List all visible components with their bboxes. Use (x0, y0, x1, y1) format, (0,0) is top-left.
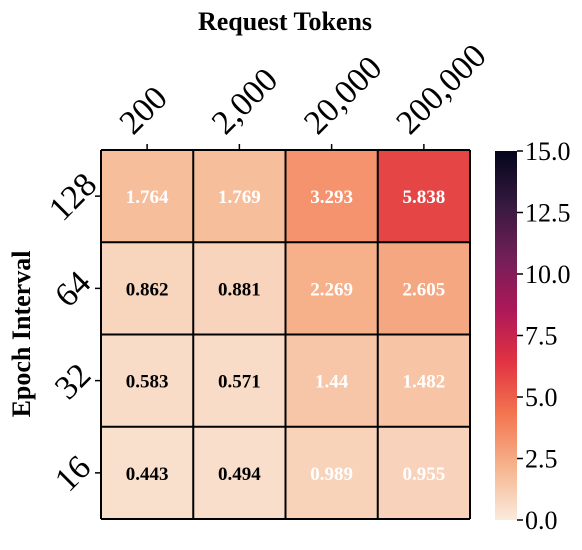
heatmap-cell (377, 426, 470, 519)
cell-value-label: 2.269 (310, 279, 353, 300)
heatmap-cell (193, 426, 286, 519)
heatmap-grid (100, 149, 471, 520)
cell-value-label: 2.605 (403, 279, 446, 300)
cell-value-label: 3.293 (310, 187, 353, 208)
heatmap-cell (101, 242, 194, 335)
colorbar-tick-label: 10.0 (525, 260, 571, 289)
x-tick-label: 20,000 (297, 49, 389, 141)
cell-value-label: 5.838 (403, 187, 446, 208)
y-tick-label: 32 (48, 357, 98, 407)
cell-value-label: 0.955 (403, 464, 446, 485)
y-tick-label: 128 (42, 166, 104, 228)
x-axis-title: Request Tokens (198, 7, 372, 36)
heatmap-cell (193, 334, 286, 427)
heatmap-cell (377, 242, 470, 335)
heatmap-cell (101, 150, 194, 243)
colorbar-tick-label: 12.5 (525, 199, 571, 228)
heatmap-cell (193, 150, 286, 243)
colorbar-tick-label: 0.0 (525, 506, 558, 535)
y-axis-title: Epoch Interval (7, 251, 36, 418)
heatmap-cell (101, 334, 194, 427)
heatmap-cell (285, 242, 378, 335)
heatmap-value-labels: 1.764 1.769 3.293 5.838 0.862 0.881 2.269 2.605… (126, 187, 446, 485)
heatmap-cell (193, 242, 286, 335)
heatmap-cell (285, 334, 378, 427)
x-tick-label: 200,000 (389, 37, 493, 141)
heatmap-cell (377, 334, 470, 427)
colorbar-tick-label: 15.0 (525, 137, 571, 166)
cell-value-label: 0.881 (218, 279, 261, 300)
heatmap-cell (377, 150, 470, 243)
x-tick-label: 2,000 (205, 61, 285, 141)
x-tick-label: 200 (113, 79, 175, 141)
colorbar-tick-labels: 0.0 2.5 5.0 7.5 10.0 12.5 15.0 (517, 137, 571, 535)
cell-value-label: 0.862 (126, 279, 169, 300)
cell-value-label: 0.989 (310, 464, 353, 485)
colorbar-gradient (495, 151, 517, 520)
y-tick-label: 16 (48, 449, 98, 499)
heatmap-cell (101, 426, 194, 519)
colorbar-tick-label: 2.5 (525, 445, 558, 474)
cell-value-label: 1.44 (315, 372, 349, 393)
cell-value-label: 1.769 (218, 187, 261, 208)
cell-value-label: 0.583 (126, 372, 169, 393)
heatmap-cell (285, 426, 378, 519)
colorbar (495, 151, 517, 520)
x-tick-labels: 200 2,000 20,000 200,000 (113, 37, 494, 150)
cell-value-label: 1.482 (403, 372, 446, 393)
cell-value-label: 1.764 (126, 187, 169, 208)
heatmap-cells (101, 150, 470, 519)
cell-value-label: 0.443 (126, 464, 169, 485)
heatmap-cell (285, 150, 378, 243)
colorbar-tick-label: 7.5 (525, 322, 558, 351)
cell-value-label: 0.571 (218, 372, 261, 393)
cell-value-label: 0.494 (218, 464, 261, 485)
y-tick-label: 64 (48, 264, 98, 314)
colorbar-tick-label: 5.0 (525, 383, 558, 412)
y-tick-labels: 128 64 32 16 (42, 166, 104, 499)
